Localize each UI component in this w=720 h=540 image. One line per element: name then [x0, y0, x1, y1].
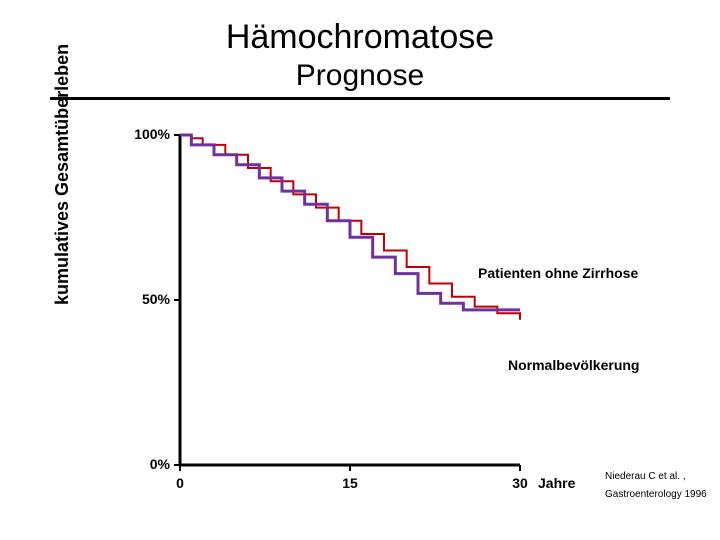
x-tick-label: 15 [342, 475, 358, 491]
title-divider [50, 97, 670, 100]
y-tick-label: 50% [110, 291, 170, 307]
citation-line-1: Niederau C et al. , [605, 471, 686, 482]
page-title: Hämochromatose [0, 18, 720, 57]
x-axis-suffix: Jahre [538, 475, 575, 491]
x-tick-label: 30 [512, 475, 528, 491]
series-label: Patienten ohne Zirrhose [478, 265, 638, 281]
series-label: Normalbevölkerung [508, 357, 639, 373]
page-subtitle: Prognose [0, 59, 720, 93]
y-tick-label: 0% [110, 456, 170, 472]
plot-svg [60, 125, 700, 505]
y-tick-label: 100% [110, 126, 170, 142]
citation-line-2: Gastroenterology 1996 [605, 489, 707, 500]
survival-chart: kumulatives Gesamtüberleben 0%50%100%015… [60, 125, 700, 505]
x-tick-label: 0 [176, 475, 184, 491]
